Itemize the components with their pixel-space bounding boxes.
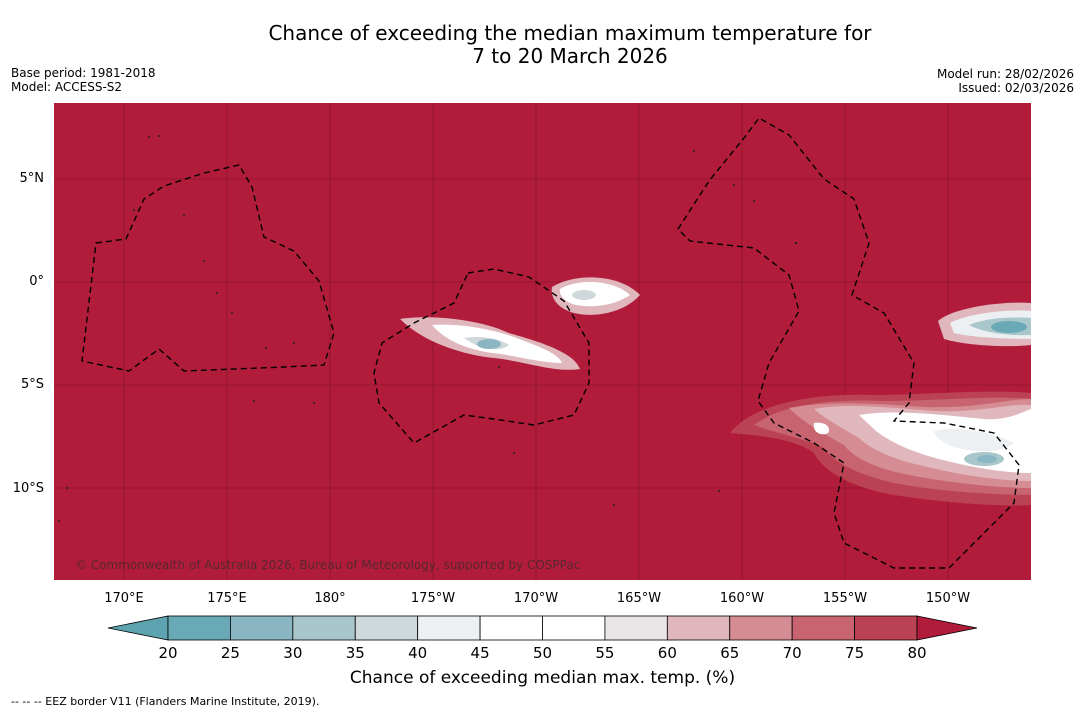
lon-label-165w: 165°W xyxy=(616,591,662,606)
islands xyxy=(58,135,798,522)
meta-left: Base period: 1981-2018 Model: ACCESS-S2 xyxy=(11,66,156,94)
lon-label-175w: 175°W xyxy=(410,591,456,606)
anomaly-region-southeast xyxy=(730,391,1031,506)
colorbar-tick-label: 55 xyxy=(595,644,615,662)
colorbar-tick-label: 60 xyxy=(657,644,677,662)
lat-label-0: 0° xyxy=(29,274,44,289)
lon-label-175e: 175°E xyxy=(207,591,247,606)
title-line-1: Chance of exceeding the median maximum t… xyxy=(268,21,872,45)
eez-legend-note: -- -- -- EEZ border V11 (Flanders Marine… xyxy=(11,695,320,708)
model-run: Model run: 28/02/2026 xyxy=(936,67,1074,81)
colorbar-tick-label: 25 xyxy=(220,644,240,662)
base-period: Base period: 1981-2018 xyxy=(11,66,156,80)
chart-title: Chance of exceeding the median maximum t… xyxy=(0,22,1085,68)
anomaly-region-north xyxy=(551,277,640,315)
colorbar-tick-label: 70 xyxy=(782,644,802,662)
lon-label-155w: 155°W xyxy=(822,591,868,606)
meta-right: Model run: 28/02/2026 Issued: 02/03/2026 xyxy=(937,67,1074,95)
colorbar-over-arrow xyxy=(916,615,978,641)
colorbar-segment xyxy=(479,615,543,641)
colorbar-segment xyxy=(354,615,419,641)
colorbar xyxy=(107,615,978,641)
colorbar-tick-label: 80 xyxy=(907,644,927,662)
colorbar-tick-label: 50 xyxy=(532,644,553,662)
colorbar-segment xyxy=(542,615,606,641)
lon-label-170e: 170°E xyxy=(104,591,144,606)
colorbar-tick-label: 75 xyxy=(845,644,865,662)
colorbar-segment xyxy=(666,615,731,641)
lon-label-150w: 150°W xyxy=(925,591,971,606)
copyright-notice: © Commonwealth of Australia 2026, Bureau… xyxy=(75,558,581,572)
model-name: Model: ACCESS-S2 xyxy=(11,80,123,94)
colorbar-segment xyxy=(292,615,356,641)
issued-date: Issued: 02/03/2026 xyxy=(958,81,1074,95)
lat-label-10s: 10°S xyxy=(12,481,44,496)
colorbar-segment xyxy=(854,615,918,641)
colorbar-segments xyxy=(167,615,918,641)
eez-borders xyxy=(81,117,1020,569)
colorbar-title: Chance of exceeding median max. temp. (%… xyxy=(349,668,736,688)
colorbar-segment xyxy=(417,615,481,641)
anomaly-region-east xyxy=(938,302,1031,347)
colorbar-segment xyxy=(230,615,294,641)
colorbar-segment xyxy=(167,615,231,641)
colorbar-segment xyxy=(604,615,668,641)
lat-label-5s: 5°S xyxy=(20,377,44,392)
colorbar-under-arrow xyxy=(107,615,169,641)
colorbar-tick-label: 35 xyxy=(345,644,365,662)
colorbar-tick-label: 45 xyxy=(470,644,490,662)
colorbar-tick-label: 65 xyxy=(720,644,740,662)
title-line-2: 7 to 20 March 2026 xyxy=(472,44,668,68)
lat-label-5n: 5°N xyxy=(19,171,45,186)
colorbar-segment xyxy=(791,615,855,641)
colorbar-tick-label: 40 xyxy=(408,644,428,662)
forecast-map xyxy=(54,103,1031,580)
lon-label-170w: 170°W xyxy=(513,591,559,606)
map-background xyxy=(54,103,1031,580)
lon-label-160w: 160°W xyxy=(719,591,765,606)
colorbar-segment xyxy=(729,615,793,641)
anomaly-region-central xyxy=(400,317,580,370)
lon-label-180: 180° xyxy=(314,591,346,606)
colorbar-tick-label: 20 xyxy=(158,644,178,662)
colorbar-tick-label: 30 xyxy=(283,644,303,662)
